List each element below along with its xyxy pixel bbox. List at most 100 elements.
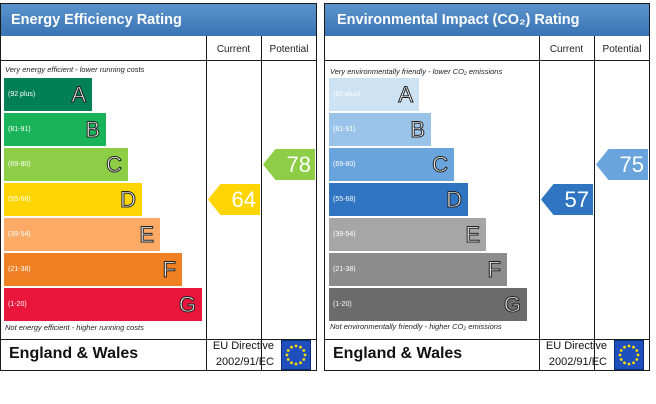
- eu-star: [290, 345, 293, 349]
- eu-star: [303, 353, 307, 357]
- eu-directive-label: EU Directive 2002/91/EC: [213, 338, 274, 370]
- eu-star: [635, 349, 639, 352]
- footer-title: England & Wales: [9, 345, 139, 362]
- current-rating-value: 57: [564, 187, 589, 212]
- rating-band-e: (39-54) E: [4, 218, 160, 251]
- footer-title: England & Wales: [333, 345, 463, 362]
- eu-star: [623, 345, 626, 349]
- eu-star: [619, 349, 623, 352]
- current-rating-marker: 64: [208, 184, 260, 215]
- footer-divider: [325, 339, 649, 340]
- band-letter: D: [120, 187, 137, 213]
- rating-band-a: (92 plus) A: [329, 78, 419, 111]
- band-letter: B: [85, 117, 101, 143]
- eu-star: [302, 349, 306, 352]
- band-letter: B: [410, 117, 426, 143]
- rating-band-d: (55-68) D: [329, 183, 468, 216]
- current-rating-marker: 57: [541, 184, 593, 215]
- energy-efficiency-panel: Energy Efficiency Rating Current Potenti…: [0, 3, 317, 371]
- eu-star: [627, 362, 631, 366]
- band-range-label: (1-20): [333, 301, 352, 308]
- rating-band-e: (39-54) E: [329, 218, 486, 251]
- eu-star: [627, 344, 631, 348]
- band-range-label: (55-68): [8, 196, 31, 203]
- eu-star: [285, 353, 289, 357]
- eu-star: [636, 353, 640, 357]
- band-letter: C: [106, 152, 123, 178]
- rating-band-f: (21-38) F: [4, 253, 182, 286]
- eu-star: [299, 361, 302, 365]
- footer-divider: [1, 339, 316, 340]
- rating-band-a: (92 plus) A: [4, 78, 92, 111]
- eu-star: [632, 345, 635, 349]
- band-letter: A: [71, 82, 87, 108]
- header-divider: [325, 60, 649, 61]
- rating-band-c: (69-80) C: [329, 148, 454, 181]
- current-column-divider: [539, 36, 540, 370]
- eu-directive-line1: EU Directive: [212, 340, 274, 352]
- current-marker-arrow: [208, 184, 260, 215]
- eu-star: [302, 358, 306, 361]
- potential-column-header: Potential: [602, 44, 642, 55]
- eu-star: [623, 361, 626, 365]
- eu-star: [294, 344, 298, 348]
- potential-column-header: Potential: [269, 44, 309, 55]
- band-letter: G: [178, 292, 196, 318]
- eu-directive-label: EU Directive 2002/91/EC: [546, 338, 607, 370]
- band-range-label: (92 plus): [8, 91, 36, 98]
- environmental-impact-panel: Environmental Impact (CO₂) Rating Curren…: [324, 3, 650, 371]
- rating-band-f: (21-38) F: [329, 253, 507, 286]
- potential-rating-value: 75: [619, 152, 644, 177]
- eu-star: [286, 358, 290, 361]
- eu-stars-icon: [285, 344, 307, 366]
- rating-band-b: (81-91) B: [329, 113, 431, 146]
- band-letter: C: [432, 152, 449, 178]
- eu-star: [635, 358, 639, 361]
- band-range-label: (81-91): [8, 126, 31, 133]
- eu-star: [294, 362, 298, 366]
- potential-marker-arrow: [596, 149, 648, 180]
- caption-top: Very environmentally friendly - lower CO…: [330, 67, 503, 76]
- rating-band-c: (69-80) C: [4, 148, 128, 181]
- band-letter: A: [398, 82, 414, 108]
- eu-star: [618, 353, 622, 357]
- eu-flag-icon: [614, 340, 644, 370]
- eu-flag-icon: [281, 340, 311, 370]
- eu-star: [619, 358, 623, 361]
- current-rating-value: 64: [231, 187, 256, 212]
- band-letter: F: [162, 257, 176, 283]
- band-range-label: (39-54): [333, 231, 356, 238]
- caption-bottom: Not energy efficient - higher running co…: [5, 323, 144, 332]
- band-letter: D: [446, 187, 463, 213]
- band-range-label: (39-54): [8, 231, 31, 238]
- rating-band-d: (55-68) D: [4, 183, 142, 216]
- band-letter: G: [503, 292, 521, 318]
- current-column-header: Current: [549, 44, 584, 55]
- band-range-label: (55-68): [333, 196, 356, 203]
- eu-directive-line2: 2002/91/EC: [548, 356, 607, 368]
- panel-title: Environmental Impact (CO₂) Rating: [325, 4, 649, 36]
- potential-rating-marker: 78: [263, 149, 315, 180]
- current-column-divider: [206, 36, 207, 370]
- band-range-label: (69-80): [333, 161, 356, 168]
- current-marker-arrow: [541, 184, 593, 215]
- rating-band-b: (81-91) B: [4, 113, 106, 146]
- current-column-header: Current: [216, 44, 251, 55]
- eu-star: [299, 345, 302, 349]
- band-letter: F: [487, 257, 501, 283]
- band-range-label: (21-38): [8, 266, 31, 273]
- potential-marker-arrow: [263, 149, 315, 180]
- band-range-label: (92 plus): [333, 91, 361, 98]
- eu-directive-line2: 2002/91/EC: [215, 356, 274, 368]
- panel-title: Energy Efficiency Rating: [1, 4, 316, 36]
- band-range-label: (21-38): [333, 266, 356, 273]
- potential-rating-marker: 75: [596, 149, 648, 180]
- potential-rating-value: 78: [286, 152, 311, 177]
- band-letter: E: [139, 222, 155, 248]
- caption-top: Very energy efficient - lower running co…: [5, 65, 145, 74]
- eu-directive-line1: EU Directive: [545, 340, 607, 352]
- eu-star: [290, 361, 293, 365]
- rating-band-g: (1-20) G: [329, 288, 527, 321]
- eu-star: [632, 361, 635, 365]
- potential-column-divider: [594, 36, 595, 370]
